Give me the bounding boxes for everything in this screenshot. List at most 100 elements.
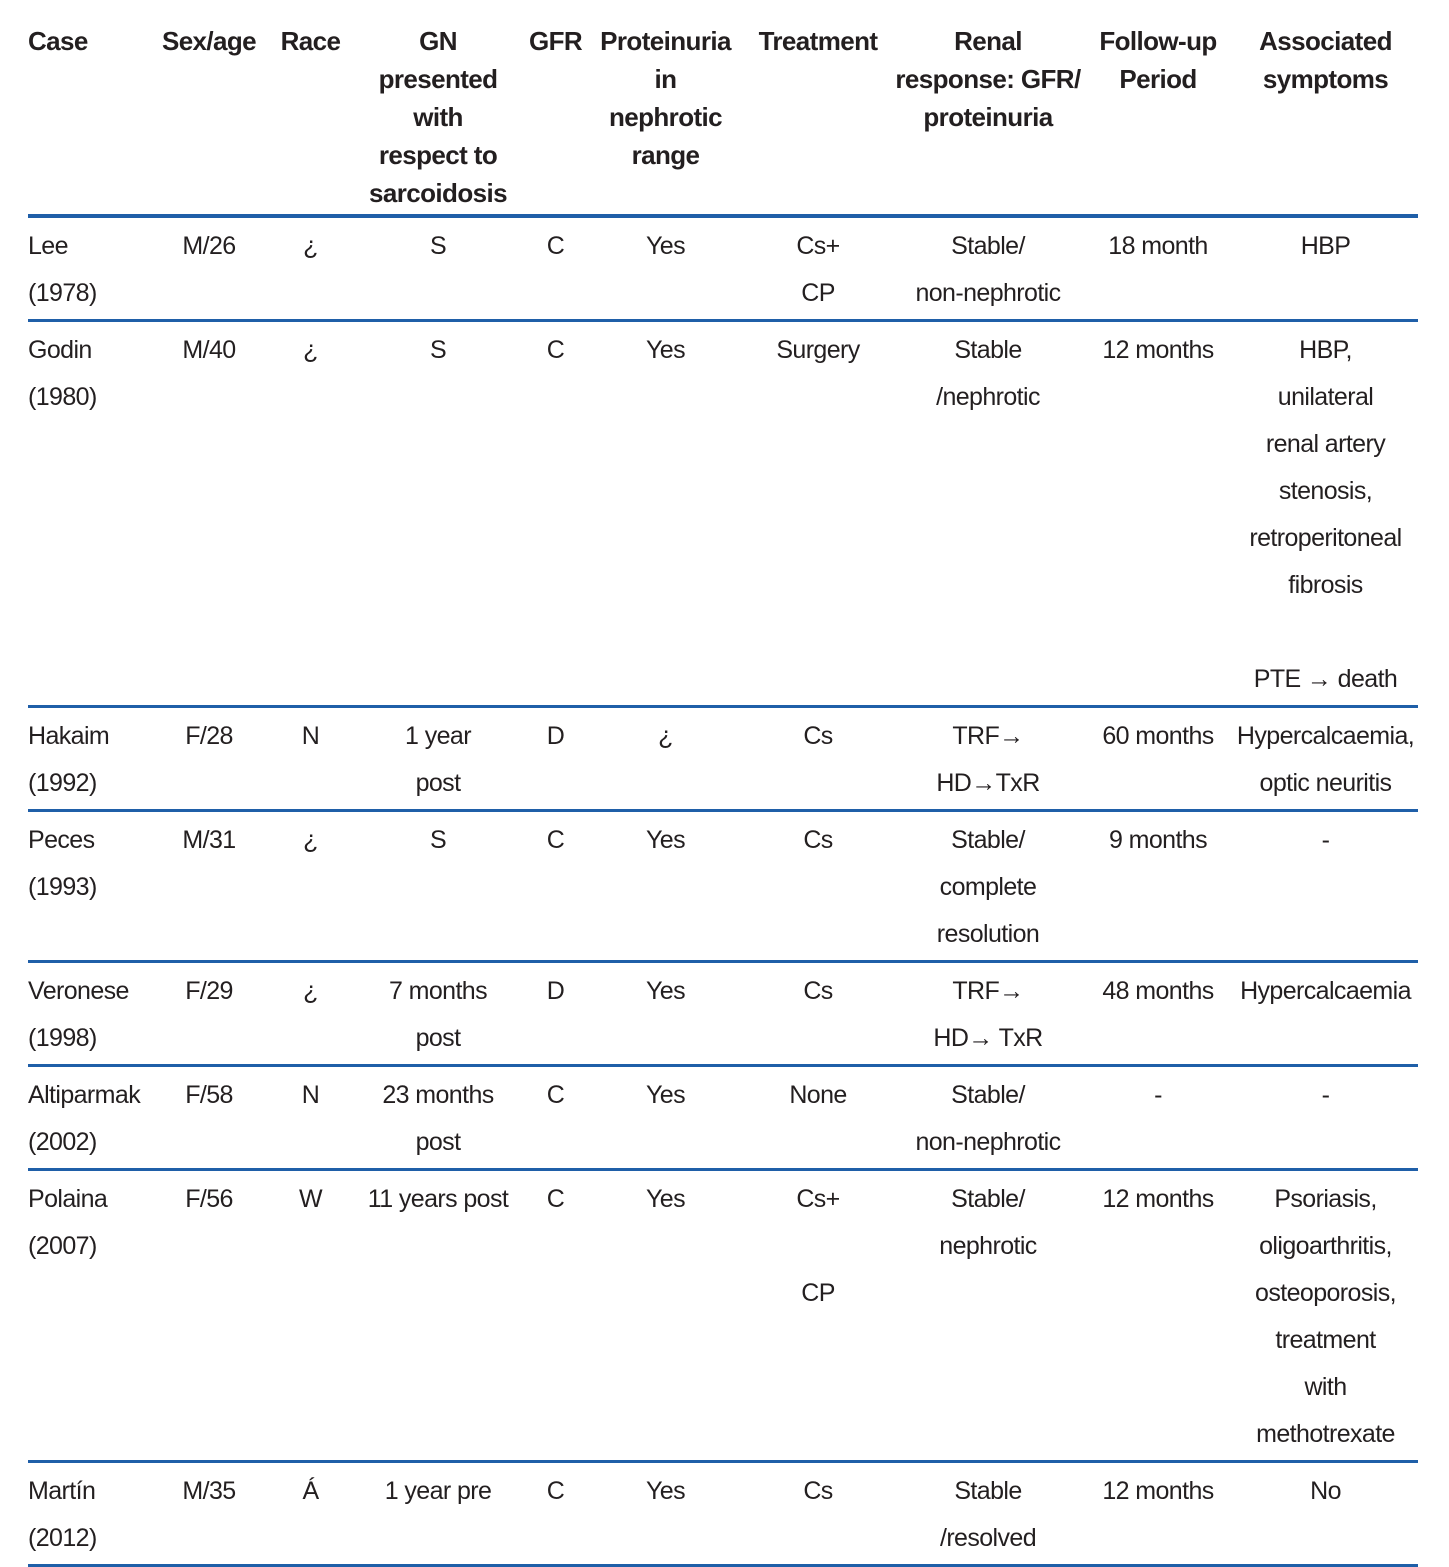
table-row: Veronese (1998) F/29 ¿ 7 months post D Yes Cs T… [28, 961, 1418, 1067]
cell-gfr: D [523, 961, 588, 1067]
cell-renal_response: Stable/ non-nephrotic [893, 1065, 1083, 1171]
cell-treatment: Cs [743, 961, 893, 1067]
cell-case: Lee (1978) [28, 216, 150, 322]
cell-gfr: C [523, 1169, 588, 1463]
column-header-race: Race [268, 0, 353, 218]
cell-renal_response: Stable/ nephrotic [893, 1169, 1083, 1463]
cell-sex_age: F/58 [150, 1065, 268, 1171]
cell-gn: S [353, 810, 523, 963]
table-header: Case Sex/age Race GN presented with respect… [28, 0, 1418, 218]
cell-treatment: Cs+ CP [743, 216, 893, 322]
column-header-case: Case [28, 0, 150, 218]
cell-followup: 60 months [1083, 706, 1233, 812]
cell-renal_response: Stable/ complete resolution [893, 810, 1083, 963]
table-row: Hakaim (1992) F/28 N 1 year post D ¿ Cs TRF→ HD… [28, 706, 1418, 812]
cell-treatment: Cs+ CP [743, 1169, 893, 1463]
cell-case: Polaina (2007) [28, 1169, 150, 1463]
cell-gn: 7 months post [353, 961, 523, 1067]
cell-gn: S [353, 320, 523, 708]
cell-case: Peces (1993) [28, 810, 150, 963]
cell-treatment: Surgery [743, 320, 893, 708]
cell-case: Hakaim (1992) [28, 706, 150, 812]
cell-followup: 12 months [1083, 1169, 1233, 1463]
cell-case: Altiparmak (2002) [28, 1065, 150, 1171]
cell-symptoms: HBP [1233, 216, 1418, 322]
cell-proteinuria: Yes [588, 961, 743, 1067]
cell-case: Martín (2012) [28, 1461, 150, 1567]
column-header-gfr: GFR [523, 0, 588, 218]
column-header-followup: Follow-up Period [1083, 0, 1233, 218]
cell-race: N [268, 1065, 353, 1171]
table-row: Lee (1978) M/26 ¿ S C Yes Cs+ CP Stable/ non-ne… [28, 216, 1418, 322]
cell-proteinuria: Yes [588, 1065, 743, 1171]
case-report-table: Case Sex/age Race GN presented with respect… [28, 0, 1418, 1567]
cell-gn: 23 months post [353, 1065, 523, 1171]
cell-followup: 12 months [1083, 1461, 1233, 1567]
column-header-proteinuria: Proteinuria in nephrotic range [588, 0, 743, 218]
cell-sex_age: M/26 [150, 216, 268, 322]
cell-symptoms: - [1233, 1065, 1418, 1171]
cell-race: ¿ [268, 810, 353, 963]
cell-sex_age: M/40 [150, 320, 268, 708]
cell-treatment: None [743, 1065, 893, 1171]
column-header-symptoms: Associated symptoms [1233, 0, 1418, 218]
cell-renal_response: TRF→ HD→TxR [893, 706, 1083, 812]
cell-case: Veronese (1998) [28, 961, 150, 1067]
cell-race: ¿ [268, 961, 353, 1067]
cell-symptoms: Hypercalcaemia [1233, 961, 1418, 1067]
cell-race: ¿ [268, 320, 353, 708]
cell-gn: S [353, 216, 523, 322]
column-header-treatment: Treatment [743, 0, 893, 218]
cell-gfr: D [523, 706, 588, 812]
cell-gfr: C [523, 1065, 588, 1171]
cell-sex_age: M/31 [150, 810, 268, 963]
cell-treatment: Cs [743, 810, 893, 963]
cell-proteinuria: ¿ [588, 706, 743, 812]
cell-case: Godin (1980) [28, 320, 150, 708]
cell-symptoms: Hypercalcaemia, optic neuritis [1233, 706, 1418, 812]
cell-renal_response: TRF→ HD→ TxR [893, 961, 1083, 1067]
cell-treatment: Cs [743, 1461, 893, 1567]
cell-renal_response: Stable /nephrotic [893, 320, 1083, 708]
table-row: Polaina (2007) F/56 W 11 years post C Yes Cs+ … [28, 1169, 1418, 1463]
cell-symptoms: No [1233, 1461, 1418, 1567]
column-header-sex_age: Sex/age [150, 0, 268, 218]
table-row: Peces (1993) M/31 ¿ S C Yes Cs Stable/ complete… [28, 810, 1418, 963]
cell-renal_response: Stable/ non-nephrotic [893, 216, 1083, 322]
cell-sex_age: F/56 [150, 1169, 268, 1463]
table-body: Lee (1978) M/26 ¿ S C Yes Cs+ CP Stable/ non-ne… [28, 216, 1418, 1567]
table-row: Martín (2012) M/35 Á 1 year pre C Yes Cs Stable… [28, 1461, 1418, 1567]
cell-proteinuria: Yes [588, 320, 743, 708]
cell-treatment: Cs [743, 706, 893, 812]
cell-gn: 11 years post [353, 1169, 523, 1463]
cell-followup: 9 months [1083, 810, 1233, 963]
cell-gn: 1 year post [353, 706, 523, 812]
cell-symptoms: Psoriasis, oligoarthritis, osteoporosis,… [1233, 1169, 1418, 1463]
cell-gfr: C [523, 810, 588, 963]
cell-sex_age: F/28 [150, 706, 268, 812]
column-header-gn: GN presented with respect to sarcoidosis [353, 0, 523, 218]
cell-race: Á [268, 1461, 353, 1567]
cell-gn: 1 year pre [353, 1461, 523, 1567]
cell-race: N [268, 706, 353, 812]
cell-sex_age: M/35 [150, 1461, 268, 1567]
cell-proteinuria: Yes [588, 810, 743, 963]
cell-race: W [268, 1169, 353, 1463]
cell-gfr: C [523, 216, 588, 322]
cell-proteinuria: Yes [588, 1461, 743, 1567]
table-row: Altiparmak (2002) F/58 N 23 months post C Yes… [28, 1065, 1418, 1171]
cell-sex_age: F/29 [150, 961, 268, 1067]
cell-followup: 12 months [1083, 320, 1233, 708]
header-row: Case Sex/age Race GN presented with respect… [28, 0, 1418, 218]
cell-symptoms: - [1233, 810, 1418, 963]
cell-followup: 48 months [1083, 961, 1233, 1067]
cell-gfr: C [523, 320, 588, 708]
table-row: Godin (1980) M/40 ¿ S C Yes Surgery Stable /nep… [28, 320, 1418, 708]
cell-followup: 18 month [1083, 216, 1233, 322]
cell-renal_response: Stable /resolved [893, 1461, 1083, 1567]
cell-race: ¿ [268, 216, 353, 322]
cell-gfr: C [523, 1461, 588, 1567]
cell-followup: - [1083, 1065, 1233, 1171]
cell-symptoms: HBP, unilateral renal artery stenosis, r… [1233, 320, 1418, 708]
column-header-renal_response: Renal response: GFR/ proteinuria [893, 0, 1083, 218]
